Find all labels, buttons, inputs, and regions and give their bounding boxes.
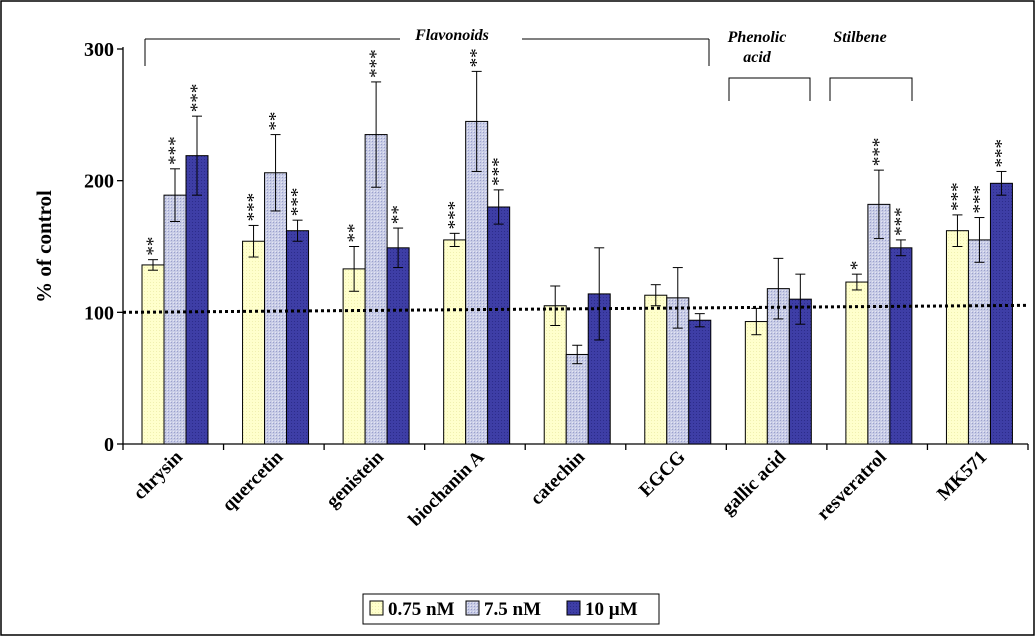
bars: ********************** ************** ****… bbox=[141, 48, 1013, 445]
bar bbox=[945, 230, 969, 445]
legend: 0.75 nM 7.5 nM 10 µM bbox=[362, 593, 660, 625]
significance-label: *** bbox=[288, 188, 309, 217]
legend-swatch bbox=[369, 600, 384, 616]
bar bbox=[386, 247, 410, 445]
bar bbox=[644, 294, 668, 445]
legend-label: 7.5 nM bbox=[484, 599, 541, 620]
bar bbox=[867, 203, 891, 445]
bar bbox=[889, 247, 913, 445]
legend-swatch bbox=[465, 600, 480, 616]
bar bbox=[286, 230, 310, 445]
legend-label: 0.75 nM bbox=[388, 599, 455, 620]
bar bbox=[487, 206, 511, 445]
group-label-stilbene: Stilbene bbox=[833, 29, 886, 46]
significance-label: * bbox=[847, 261, 868, 271]
bar bbox=[443, 239, 467, 445]
bar bbox=[141, 264, 165, 445]
bar bbox=[688, 319, 712, 445]
significance-label: *** bbox=[366, 49, 387, 78]
bar bbox=[242, 240, 266, 445]
significance-label: *** bbox=[489, 157, 510, 186]
significance-label: ** bbox=[143, 237, 164, 256]
category-groups: Flavonoids Phenolic acid Stilbene bbox=[144, 27, 913, 101]
legend-swatch bbox=[566, 600, 581, 616]
bar bbox=[967, 239, 991, 445]
significance-label: *** bbox=[969, 185, 990, 214]
y-tick-label: 200 bbox=[84, 171, 114, 193]
bar bbox=[565, 353, 589, 445]
significance-label: ** bbox=[467, 48, 488, 67]
significance-label: ** bbox=[344, 224, 365, 243]
y-tick-label: 100 bbox=[84, 302, 114, 324]
y-tick-label: 300 bbox=[84, 39, 114, 61]
significance-label: ** bbox=[388, 205, 409, 224]
group-bracket bbox=[728, 77, 811, 101]
group-label-acid: acid bbox=[743, 49, 772, 66]
significance-label: *** bbox=[244, 193, 265, 222]
significance-label: ** bbox=[266, 112, 287, 131]
reference-line-group bbox=[122, 303, 1029, 314]
bar bbox=[264, 172, 288, 445]
bar bbox=[744, 321, 768, 445]
bar bbox=[989, 182, 1013, 445]
significance-label: *** bbox=[891, 207, 912, 236]
significance-label: *** bbox=[869, 138, 890, 167]
bar bbox=[185, 155, 209, 445]
reference-line bbox=[122, 303, 1029, 314]
group-bracket bbox=[829, 77, 913, 101]
bar bbox=[163, 194, 187, 445]
significance-label: *** bbox=[187, 84, 208, 113]
legend-label: 10 µM bbox=[585, 599, 638, 620]
significance-label: *** bbox=[445, 201, 466, 230]
significance-label: *** bbox=[947, 182, 968, 211]
significance-label: *** bbox=[165, 136, 186, 165]
y-tick-label: 0 bbox=[104, 434, 114, 456]
legend-box bbox=[362, 593, 660, 625]
bar bbox=[543, 305, 567, 445]
group-label-phenolic: Phenolic bbox=[727, 29, 787, 46]
group-label-flavonoids: Flavonoids bbox=[414, 27, 489, 44]
significance-label: *** bbox=[991, 139, 1012, 168]
y-axis-label: % of control bbox=[32, 190, 56, 303]
bar bbox=[342, 268, 366, 445]
